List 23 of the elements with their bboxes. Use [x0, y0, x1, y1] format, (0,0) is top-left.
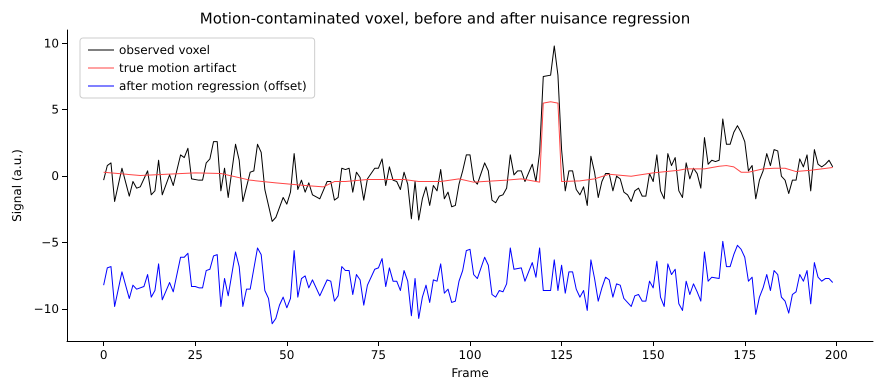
- x-tick-label: 25: [188, 348, 203, 362]
- y-tick-label: 5: [51, 102, 59, 117]
- line-series: [103, 240, 834, 324]
- legend-label: true motion artifact: [119, 61, 237, 75]
- x-tick-label: 200: [824, 348, 848, 362]
- chart-title: Motion-contaminated voxel, before and after nuisance regression: [200, 10, 690, 28]
- x-tick-label: 150: [642, 348, 665, 362]
- x-tick-label: 0: [100, 348, 108, 362]
- x-axis-title: Frame: [451, 366, 489, 380]
- x-tick-label: 100: [458, 348, 482, 362]
- y-axis-title: Signal (a.u.): [10, 149, 24, 222]
- y-tick-label: 10: [44, 36, 59, 50]
- line-series: [103, 45, 834, 222]
- y-tick-label: −5: [41, 236, 59, 250]
- x-tick-label: 125: [550, 348, 574, 362]
- x-tick-label: 75: [370, 348, 386, 362]
- y-tick-label: −10: [34, 302, 59, 316]
- x-tick-label: 50: [279, 348, 294, 362]
- x-tick-label: 175: [733, 348, 756, 362]
- y-tick-label: 0: [51, 169, 59, 184]
- line-series: [103, 101, 834, 188]
- legend-label: after motion regression (offset): [119, 79, 307, 93]
- legend-label: observed voxel: [119, 43, 210, 57]
